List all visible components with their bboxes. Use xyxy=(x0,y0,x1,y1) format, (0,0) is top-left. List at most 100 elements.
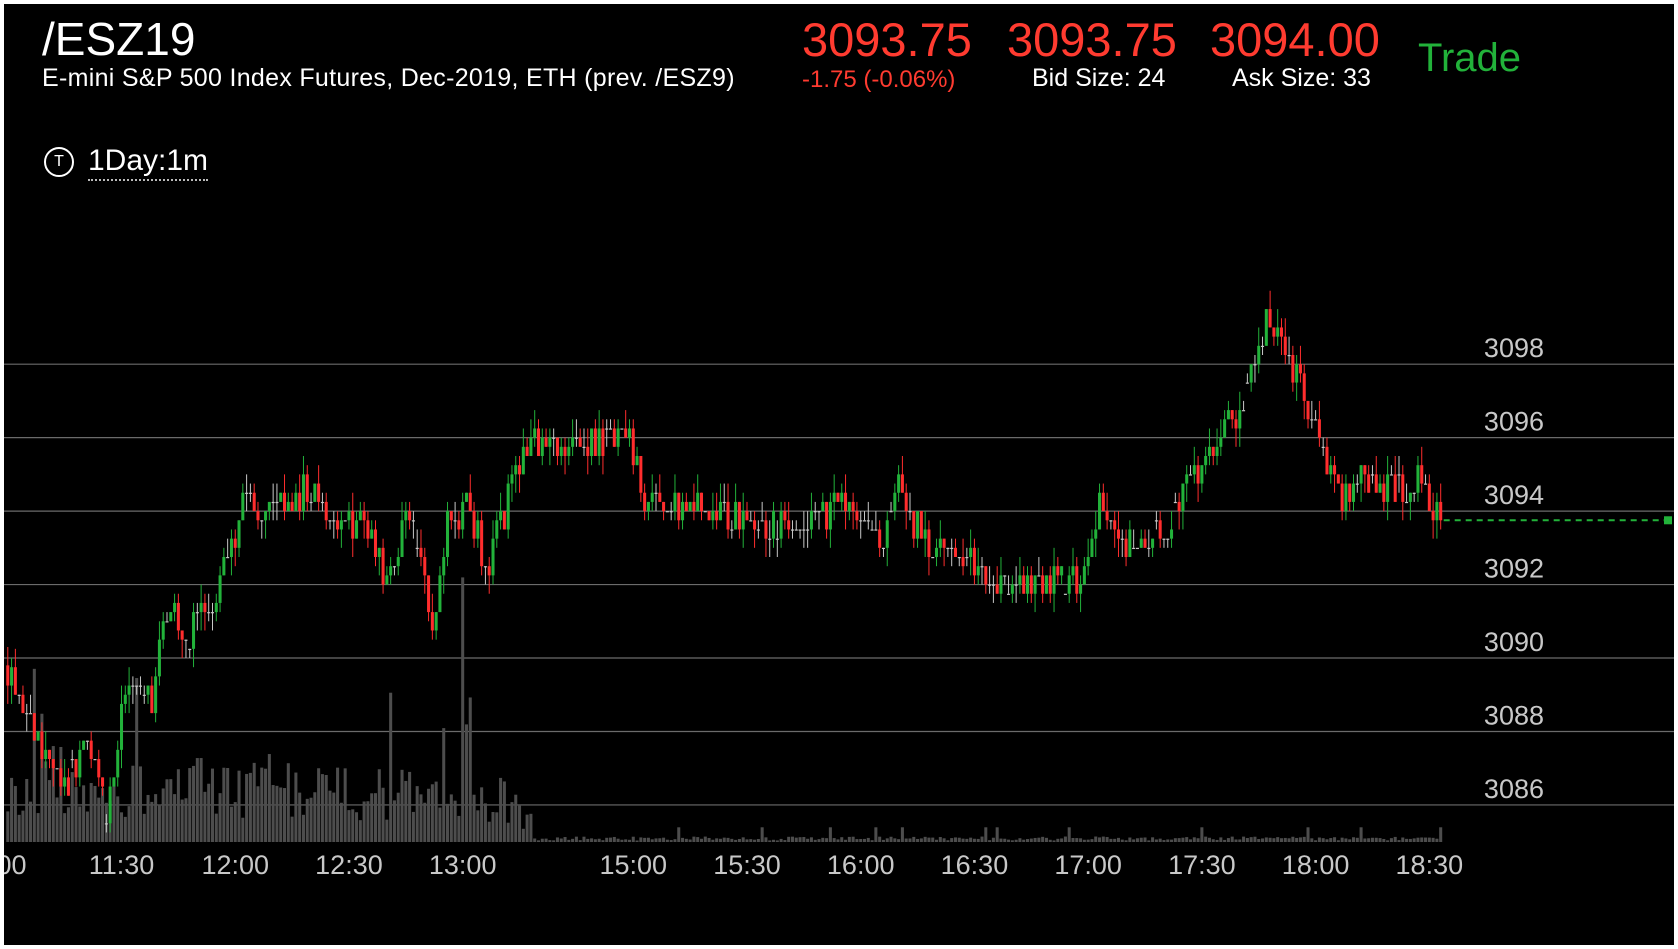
candle-body xyxy=(1196,465,1200,484)
candle-body xyxy=(1314,419,1318,421)
volume-bar xyxy=(703,836,707,842)
candle xyxy=(457,511,461,539)
candle xyxy=(362,501,366,539)
volume-bar xyxy=(199,758,203,842)
candle-body xyxy=(442,557,446,576)
volume-bar xyxy=(627,839,631,842)
volume-bar xyxy=(146,794,150,842)
candle-body xyxy=(699,492,704,512)
candle xyxy=(301,456,305,521)
volume-bar xyxy=(999,838,1003,842)
volume-bar xyxy=(1405,838,1409,842)
candle xyxy=(358,501,362,521)
candle-body xyxy=(836,492,840,502)
volume-bar xyxy=(44,761,48,842)
candle xyxy=(1014,566,1018,603)
candle xyxy=(1215,428,1219,466)
candle xyxy=(150,676,154,714)
candle xyxy=(112,777,116,787)
volume-bar xyxy=(275,785,279,842)
volume-bar xyxy=(753,839,757,842)
candle xyxy=(207,593,211,622)
volume-bar xyxy=(404,780,408,842)
candle-body xyxy=(495,520,499,539)
volume-bar xyxy=(1029,838,1033,842)
candle xyxy=(1147,529,1151,558)
x-tick-label: 18:30 xyxy=(1396,850,1464,880)
candle xyxy=(203,593,207,631)
candle xyxy=(1135,547,1139,550)
volume-bar xyxy=(142,813,146,842)
volume-bar xyxy=(794,837,798,842)
candle-body xyxy=(1226,410,1230,420)
volume-bar xyxy=(229,806,233,842)
candle-body xyxy=(514,465,518,475)
candle-body xyxy=(563,446,567,457)
candle-body xyxy=(1170,529,1174,539)
volume-bar xyxy=(464,724,468,842)
candle xyxy=(1382,474,1386,512)
candle xyxy=(506,474,510,539)
candle xyxy=(165,612,169,623)
volume-bar xyxy=(567,839,571,842)
volume-bar xyxy=(491,812,495,842)
volume-bar xyxy=(1321,838,1325,842)
candle-body xyxy=(506,483,510,530)
candle xyxy=(866,501,870,530)
volume-bar xyxy=(908,838,912,842)
volume-bar xyxy=(10,777,14,842)
candle-body xyxy=(1310,419,1314,421)
candle-body xyxy=(271,501,275,504)
candle-body xyxy=(1427,483,1431,512)
candle xyxy=(950,538,954,567)
candle-body xyxy=(336,520,340,530)
volume-bar xyxy=(150,801,154,842)
candle-body xyxy=(1351,483,1356,502)
volume-bar xyxy=(862,838,867,842)
net-change: -1.75 (-0.06%) xyxy=(802,66,956,93)
volume-bar xyxy=(252,762,256,842)
volume-bar xyxy=(1223,839,1227,842)
volume-bar xyxy=(1431,837,1435,842)
candle-body xyxy=(1272,327,1276,337)
price-chart[interactable]: 3086 3088 3090 3092 3094 3096 3098 :00 11:30 12:… xyxy=(4,4,1674,945)
candle-body xyxy=(555,437,559,457)
candle xyxy=(1105,492,1109,530)
candle-body xyxy=(658,492,662,502)
trade-button[interactable]: Trade xyxy=(1418,36,1522,80)
candle xyxy=(214,593,218,622)
candle-body xyxy=(328,520,332,522)
candle-body xyxy=(612,428,616,447)
volume-bar xyxy=(1249,837,1253,842)
ask-price: 3094.00 xyxy=(1210,13,1380,66)
candle-body xyxy=(1355,483,1359,485)
volume-bar xyxy=(1374,837,1378,842)
candle xyxy=(548,428,552,466)
volume-bar xyxy=(1086,839,1090,842)
candle xyxy=(104,814,108,833)
candle-body xyxy=(1041,575,1045,594)
candle xyxy=(1075,557,1079,603)
volume-bar xyxy=(487,821,491,842)
period-label[interactable]: 1Day:1m xyxy=(88,144,209,181)
candle-body xyxy=(25,713,29,715)
candle xyxy=(116,740,120,787)
candle-body xyxy=(1298,364,1302,374)
candle-body xyxy=(123,694,127,704)
candle xyxy=(66,768,70,796)
candle-body xyxy=(745,511,749,521)
volume-bar xyxy=(442,728,446,842)
volume-bar xyxy=(555,837,559,842)
volume-bar xyxy=(540,838,544,842)
volume-bar xyxy=(1056,838,1060,842)
candle-body xyxy=(1253,364,1257,366)
candle xyxy=(609,419,613,430)
volume-bar xyxy=(119,812,124,842)
candle-body xyxy=(309,501,313,504)
volume-bar xyxy=(256,786,260,842)
candle-body xyxy=(790,529,794,531)
candle-body xyxy=(1067,575,1071,594)
volume-bar xyxy=(605,837,609,842)
candle xyxy=(900,456,904,493)
candle-body xyxy=(381,547,385,585)
